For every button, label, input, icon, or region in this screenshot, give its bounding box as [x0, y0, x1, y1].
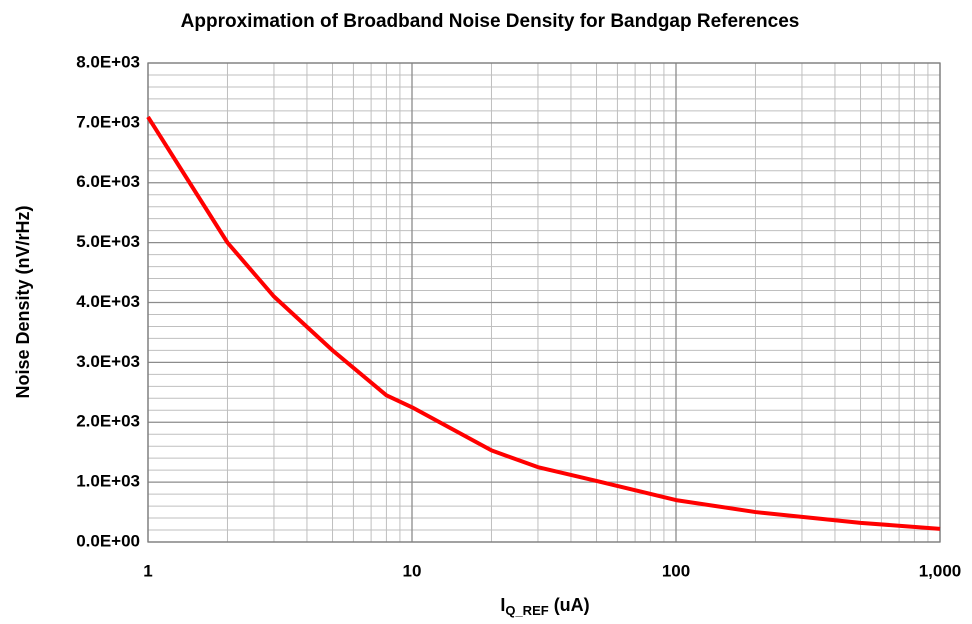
x-tick-label: 100: [662, 561, 690, 580]
y-tick-label: 7.0E+03: [76, 112, 140, 131]
x-label-sub: Q_REF: [505, 603, 548, 618]
y-tick-label: 6.0E+03: [76, 172, 140, 191]
y-tick-label: 3.0E+03: [76, 352, 140, 371]
x-tick-label: 10: [403, 561, 422, 580]
y-tick-label: 8.0E+03: [76, 52, 140, 71]
x-tick-label: 1,000: [919, 561, 962, 580]
y-axis-label: Noise Density (nV/rHz): [13, 205, 33, 398]
x-axis-label: IQ_REF (uA): [500, 595, 589, 619]
y-tick-label: 1.0E+03: [76, 472, 140, 491]
y-tick-label: 0.0E+00: [76, 531, 140, 550]
y-tick-label: 4.0E+03: [76, 292, 140, 311]
chart-title: Approximation of Broadband Noise Density…: [181, 11, 800, 32]
data-line: [146, 115, 941, 531]
x-tick-label: 1: [143, 561, 152, 580]
x-label-rest: (uA): [549, 595, 590, 615]
y-tick-label: 5.0E+03: [76, 232, 140, 251]
y-tick-label: 2.0E+03: [76, 412, 140, 431]
x-label-main: I: [500, 595, 505, 615]
plot-border: [147, 62, 941, 543]
